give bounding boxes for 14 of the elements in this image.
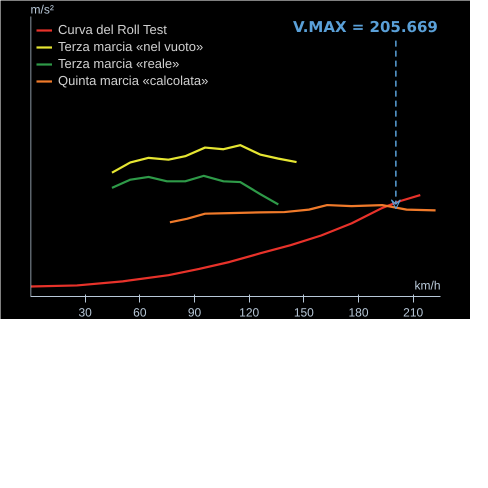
x-tick-label: 60: [133, 306, 147, 320]
x-tick-label: 180: [348, 306, 369, 320]
text: m/s²: [30, 2, 54, 16]
x-tick-label: 120: [239, 306, 260, 320]
legend-label: Curva del Roll Test: [58, 22, 167, 37]
x-tick-label: 150: [294, 306, 314, 320]
legend-label: Terza marcia «nel vuoto»: [58, 39, 204, 54]
x-tick-label: 30: [78, 306, 92, 320]
annotation: V.MAX = 205.669: [293, 18, 438, 36]
x-tick-label: 210: [403, 306, 424, 320]
x-tick-label: 90: [188, 306, 202, 320]
legend-label: Terza marcia «reale»: [58, 56, 180, 71]
x-axis-title: km/h: [414, 278, 441, 292]
legend-label: Quinta marcia «calcolata»: [58, 73, 208, 88]
